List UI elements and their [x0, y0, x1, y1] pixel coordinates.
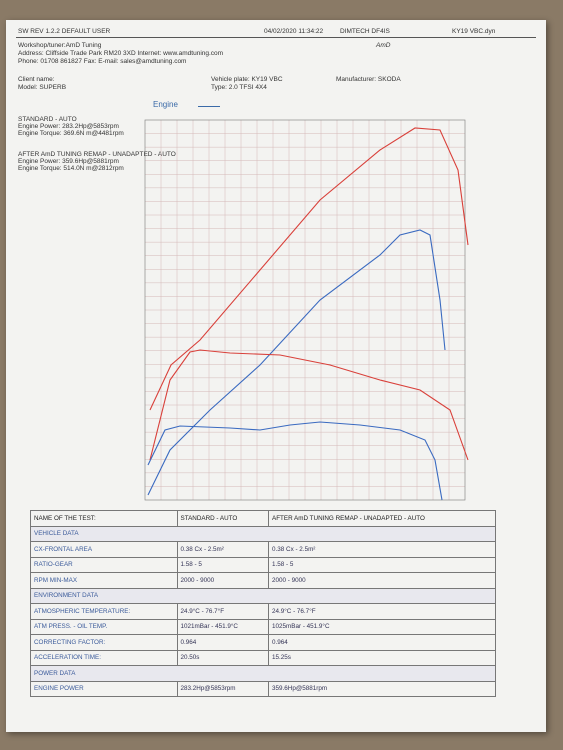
test-torque: Engine Torque: 369.6N m@4481rpm: [18, 130, 124, 137]
test-name: AFTER AmD TUNING REMAP - UNADAPTED - AUT…: [18, 151, 176, 158]
table-cell: 1025mBar - 451.9°C: [268, 618, 496, 635]
table-row: ATMOSPHERIC TEMPERATURE: 24.9°C - 76.7°F 2…: [30, 603, 496, 620]
table-row: VEHICLE DATA: [30, 525, 496, 542]
dyno-plot: [144, 119, 469, 501]
section-title: POWER DATA: [30, 665, 496, 682]
table-row: ATM PRESS. - OIL TEMP. 1021mBar - 451.9°C…: [30, 618, 496, 635]
table-cell: 0.38 Cx - 2.5m²: [176, 541, 270, 558]
table-cell: NAME OF THE TEST:: [30, 510, 178, 527]
torque-standard-curve: [147, 421, 443, 501]
table-row: RATIO-GEAR 1.58 - 5 1.58 - 5: [30, 556, 496, 573]
power-after-curve: [149, 127, 469, 411]
table-cell: 0.964: [176, 634, 270, 651]
table-row: ACCELERATION TIME: 20.50s 15.25s: [30, 649, 496, 666]
table-cell: AFTER AmD TUNING REMAP - UNADAPTED - AUT…: [268, 510, 496, 527]
table-row: ENGINE POWER 283.2Hp@5853rpm 359.6Hp@5881r…: [30, 680, 496, 697]
section-title: ENVIRONMENT DATA: [30, 587, 496, 604]
table-row: CX-FRONTAL AREA 0.38 Cx - 2.5m² 0.38 Cx - …: [30, 541, 496, 558]
legend-label: Engine: [153, 100, 178, 109]
table-cell: 359.6Hp@5881rpm: [268, 680, 496, 697]
paper: SW REV 1.2.2 DEFAULT USER 04/02/2020 11:…: [6, 20, 546, 732]
type: Type: 2.0 TFSI 4X4: [211, 84, 267, 91]
table-cell: ACCELERATION TIME:: [30, 649, 178, 666]
test-torque: Engine Torque: 514.0N m@2812rpm: [18, 165, 124, 172]
logo: AmD: [376, 42, 391, 49]
file: KY19 VBC.dyn: [452, 28, 496, 35]
section-title: VEHICLE DATA: [30, 525, 496, 542]
table-cell: 24.9°C - 76.7°F: [268, 603, 496, 620]
table-cell: 1021mBar - 451.9°C: [176, 618, 270, 635]
test-table: NAME OF THE TEST: STANDARD - AUTO AFTER Am…: [30, 510, 496, 697]
test-power: Engine Power: 283.2Hp@5853rpm: [18, 123, 119, 130]
table-row: RPM MIN-MAX 2000 - 9000 2000 - 9000: [30, 572, 496, 589]
table-cell: 15.25s: [268, 649, 496, 666]
table-cell: 283.2Hp@5853rpm: [176, 680, 270, 697]
device: DIMTECH DF4IS: [340, 28, 390, 35]
table-cell: STANDARD - AUTO: [176, 510, 270, 527]
table-row: ENVIRONMENT DATA: [30, 587, 496, 604]
legend-swatch: [198, 106, 220, 107]
power-standard-curve: [147, 229, 446, 496]
table-cell: RATIO-GEAR: [30, 556, 178, 573]
table-cell: 1.58 - 5: [176, 556, 270, 573]
rule: [16, 37, 536, 38]
table-cell: 24.9°C - 76.7°F: [176, 603, 270, 620]
workshop: Workshop/tuner:AmD Tuning: [18, 42, 102, 49]
table-cell: CORRECTING FACTOR:: [30, 634, 178, 651]
table-cell: ATM PRESS. - OIL TEMP.: [30, 618, 178, 635]
model: Model: SUPERB: [18, 84, 67, 91]
table-cell: 1.58 - 5: [268, 556, 496, 573]
table-row: NAME OF THE TEST: STANDARD - AUTO AFTER Am…: [30, 510, 496, 527]
test-name: STANDARD - AUTO: [18, 116, 77, 123]
table-cell: RPM MIN-MAX: [30, 572, 178, 589]
table-cell: 20.50s: [176, 649, 270, 666]
plate: Vehicle plate: KY19 VBC: [211, 76, 283, 83]
torque-after-curve: [149, 349, 469, 461]
table-cell: 2000 - 9000: [268, 572, 496, 589]
datetime: 04/02/2020 11:34:22: [264, 28, 324, 35]
table-cell: 0.964: [268, 634, 496, 651]
software: SW REV 1.2.2 DEFAULT USER: [18, 28, 111, 35]
phone: Phone: 01708 861827 Fax: E-mail: sales@a…: [18, 58, 187, 65]
table-cell: 2000 - 9000: [176, 572, 270, 589]
client-name: Client name:: [18, 76, 55, 83]
address: Address: Cliffside Trade Park RM20 3XD I…: [18, 50, 224, 57]
manufacturer: Manufacturer: SKODA: [336, 76, 401, 83]
table-row: CORRECTING FACTOR: 0.964 0.964: [30, 634, 496, 651]
table-cell: ENGINE POWER: [30, 680, 178, 697]
table-cell: ATMOSPHERIC TEMPERATURE:: [30, 603, 178, 620]
table-cell: 0.38 Cx - 2.5m²: [268, 541, 496, 558]
test-power: Engine Power: 359.6Hp@5881rpm: [18, 158, 119, 165]
table-row: POWER DATA: [30, 665, 496, 682]
table-cell: CX-FRONTAL AREA: [30, 541, 178, 558]
